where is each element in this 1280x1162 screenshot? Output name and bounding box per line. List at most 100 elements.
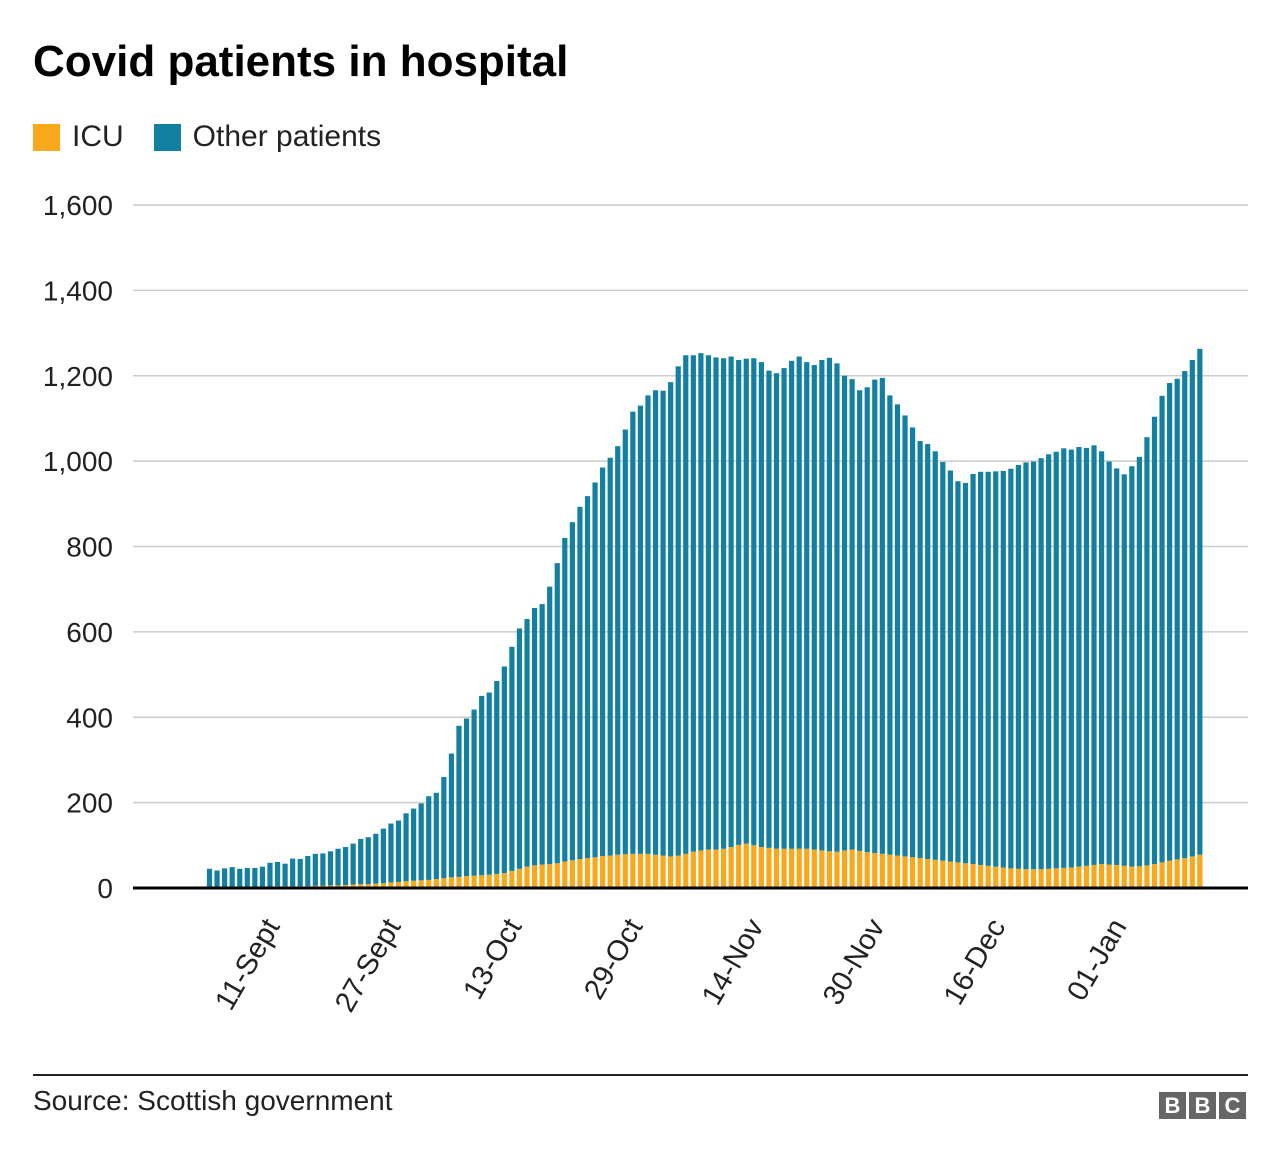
- bar-icu: [1068, 867, 1074, 888]
- bar-other-patients: [713, 357, 719, 850]
- footer-divider: [33, 1074, 1248, 1076]
- bar-icu: [494, 873, 500, 888]
- bar-other-patients: [864, 387, 870, 853]
- bar-other-patients: [1159, 395, 1165, 863]
- bar-icu: [819, 850, 825, 888]
- bar-icu: [720, 848, 727, 888]
- bar-other-patients: [494, 680, 500, 874]
- bar-icu: [426, 879, 432, 888]
- bar-icu: [1083, 865, 1090, 888]
- bar-other-patients: [978, 471, 984, 865]
- bar-icu: [403, 881, 409, 888]
- bar-other-patients: [1000, 470, 1006, 868]
- bar-icu: [584, 858, 591, 888]
- bar-other-patients: [1144, 437, 1150, 866]
- bar-other-patients: [773, 373, 780, 849]
- bar-icu: [592, 857, 598, 888]
- bar-icu: [902, 856, 908, 888]
- bar-other-patients: [411, 808, 417, 881]
- source-note: Source: Scottish government: [33, 1085, 393, 1116]
- bar-other-patients: [879, 377, 885, 854]
- bar-other-patients: [1008, 468, 1014, 869]
- x-tick-label: 27-Sept: [329, 914, 408, 1018]
- bar-other-patients: [418, 803, 424, 881]
- bar-icu: [841, 850, 848, 888]
- bar-other-patients: [539, 604, 545, 865]
- bar-icu: [675, 855, 681, 888]
- bar-other-patients: [222, 868, 228, 887]
- y-tick-label: 400: [66, 702, 113, 733]
- bar-other-patients: [1121, 474, 1127, 866]
- bar-other-patients: [335, 848, 341, 886]
- bar-icu: [615, 854, 621, 888]
- bar-other-patients: [456, 725, 462, 877]
- bar-icu: [1061, 867, 1067, 888]
- y-tick-label: 600: [66, 617, 113, 648]
- bar-other-patients: [426, 796, 432, 880]
- bar-other-patients: [962, 482, 969, 864]
- legend-item-icu: ICU: [33, 120, 124, 154]
- bar-other-patients: [622, 429, 628, 855]
- bar-icu: [826, 851, 833, 888]
- bar-other-patients: [1053, 451, 1059, 869]
- bar-other-patients: [607, 457, 613, 856]
- bar-other-patients: [736, 359, 742, 845]
- bar-icu: [441, 878, 447, 888]
- bar-icu: [773, 848, 780, 888]
- legend-swatch-other-patients: [153, 123, 181, 151]
- bar-other-patients: [955, 481, 961, 863]
- bar-other-patients: [244, 867, 250, 887]
- bar-other-patients: [743, 358, 749, 844]
- bar-other-patients: [970, 473, 976, 865]
- bar-other-patients: [615, 446, 621, 855]
- bar-other-patients: [486, 692, 492, 875]
- bar-other-patients: [1091, 445, 1097, 865]
- bar-other-patients: [645, 395, 651, 854]
- bar-icu: [758, 847, 764, 888]
- y-tick-label: 1,400: [43, 275, 113, 306]
- bar-icu: [554, 863, 560, 888]
- bar-icu: [705, 849, 712, 888]
- bar-icu: [388, 882, 394, 888]
- bar-other-patients: [1106, 461, 1112, 865]
- bar-other-patients: [857, 390, 863, 851]
- bar-other-patients: [985, 471, 991, 866]
- bar-icu: [698, 850, 704, 888]
- bar-other-patients: [373, 833, 379, 884]
- bar-other-patients: [531, 607, 538, 866]
- bar-icu: [395, 882, 402, 888]
- bar-icu: [834, 851, 840, 888]
- bar-other-patients: [917, 441, 923, 859]
- bar-icu: [562, 861, 568, 888]
- bar-other-patients: [819, 359, 825, 851]
- bar-icu: [872, 852, 878, 888]
- bar-other-patients: [1030, 461, 1037, 870]
- bar-other-patients: [932, 451, 938, 860]
- bar-other-patients: [705, 355, 712, 850]
- y-tick-label: 1,200: [43, 361, 113, 392]
- bar-icu: [547, 864, 553, 888]
- bar-icu: [1106, 864, 1112, 888]
- y-tick-label: 1,600: [43, 190, 113, 221]
- bar-other-patients: [516, 628, 523, 869]
- bar-other-patients: [388, 823, 394, 883]
- legend-label-other-patients: Other patients: [192, 120, 382, 153]
- x-tick-label: 30-Nov: [817, 913, 892, 1010]
- bar-icu: [524, 866, 530, 888]
- bar-other-patients: [342, 847, 349, 886]
- bar-other-patients: [259, 866, 266, 887]
- bar-icu: [932, 859, 938, 888]
- bar-icu: [1038, 869, 1044, 888]
- bar-icu: [1182, 858, 1188, 888]
- bar-other-patients: [584, 496, 591, 859]
- bar-other-patients: [229, 867, 235, 887]
- bar-other-patients: [433, 792, 439, 880]
- bar-other-patients: [758, 362, 764, 848]
- bbc-logo-letter: C: [1219, 1092, 1246, 1119]
- x-tick-label: 16-Dec: [938, 914, 1012, 1011]
- bar-icu: [1046, 868, 1052, 888]
- bar-icu: [509, 870, 515, 888]
- bar-icu: [1015, 868, 1022, 888]
- bar-icu: [947, 861, 953, 888]
- bar-icu: [713, 849, 719, 888]
